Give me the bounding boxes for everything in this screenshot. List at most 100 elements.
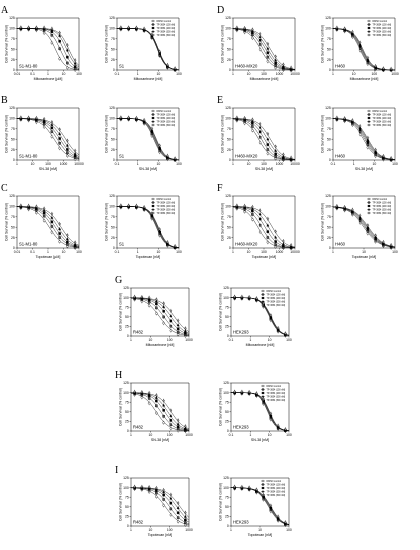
data-point xyxy=(58,240,61,243)
data-point xyxy=(258,135,262,139)
chart-panel-i1: I 0 25 50 75 100 125 1 10 100 1000 Topotecan [nM] Ce… xyxy=(115,465,193,537)
chart-panel-f1: F 0 25 50 75 100 125 1 10 100 1000 10000 Topotecan [… xyxy=(217,183,300,259)
legend-marker xyxy=(151,201,155,204)
y-tick-label: 100 xyxy=(123,486,129,490)
x-axis-title: SN-38 [nM] xyxy=(39,167,57,171)
chart-panel-c1: C 0 25 50 75 100 125 0.01 0.1 1 10 100 Topotecan [µM… xyxy=(1,183,82,259)
legend-label: DMSO control xyxy=(373,110,388,113)
series-5 xyxy=(232,203,296,248)
x-tick-label: 100 xyxy=(76,250,82,254)
cell-line-label: S1-M1-80 xyxy=(19,242,38,247)
y-tick-label: 50 xyxy=(111,47,115,51)
data-point xyxy=(50,123,54,126)
data-point xyxy=(366,136,370,140)
data-point xyxy=(27,204,30,208)
x-tick-label: 10 xyxy=(156,250,160,254)
data-point xyxy=(289,65,293,70)
y-tick-label: 0 xyxy=(113,68,115,72)
data-point xyxy=(19,115,23,120)
x-tick-label: 10 xyxy=(268,433,272,437)
data-point xyxy=(282,239,285,243)
y-tick-label: 50 xyxy=(327,225,331,229)
data-point xyxy=(274,61,277,65)
series-curve xyxy=(16,206,80,247)
x-tick-label: 10 xyxy=(62,250,66,254)
series-curve xyxy=(16,118,80,158)
series-5 xyxy=(332,115,396,161)
x-axis-title: Mitoxantrone [nM] xyxy=(134,77,163,81)
data-point xyxy=(155,495,158,499)
data-point xyxy=(73,240,77,245)
y-axis-title: Cell Survival (% control) xyxy=(119,293,123,331)
series-curve xyxy=(130,392,190,430)
y-tick-label: 100 xyxy=(325,117,331,121)
cell-line-label: S1 xyxy=(119,64,125,69)
data-point xyxy=(35,116,38,120)
data-point xyxy=(42,206,46,211)
y-tick-label: 75 xyxy=(11,127,15,131)
data-point xyxy=(58,132,62,135)
series-curve xyxy=(332,206,396,248)
y-axis-title: Cell Survival (% control) xyxy=(219,483,223,521)
data-point xyxy=(119,25,123,30)
data-point xyxy=(274,58,278,62)
y-tick-label: 125 xyxy=(225,16,231,20)
x-tick-label: 1000 xyxy=(276,162,284,166)
data-point xyxy=(50,126,54,130)
legend-label: TP-3654 (500 nM) xyxy=(373,125,392,127)
y-tick-label: 50 xyxy=(227,225,231,229)
y-tick-label: 100 xyxy=(9,205,15,209)
legend-label: TP-3654 (300 nM) xyxy=(373,209,392,211)
data-point xyxy=(162,409,165,412)
series-5 xyxy=(232,25,296,70)
x-tick-label: 0.1 xyxy=(115,162,120,166)
cell-line-label: H460 xyxy=(335,154,346,159)
data-point xyxy=(50,216,54,219)
y-tick-label: 100 xyxy=(225,205,231,209)
data-point xyxy=(133,295,136,299)
data-point xyxy=(176,516,180,519)
legend-label: TP-3654 (300 nM) xyxy=(373,121,392,123)
data-point xyxy=(183,514,187,518)
x-axis-title: Mitoxantrone [nM] xyxy=(146,343,175,347)
legend-label: DMSO control xyxy=(373,20,388,23)
data-point xyxy=(266,60,270,63)
legend-marker xyxy=(367,19,371,23)
legend-label: DMSO control xyxy=(267,385,282,388)
legend-label: DMSO control xyxy=(373,198,388,201)
data-point xyxy=(269,503,273,508)
data-point xyxy=(66,154,69,158)
series-curve xyxy=(130,487,190,524)
chart-panel-d2: 0 25 50 75 100 125 1 10 100 1000 Mitoxantrone [nM]… xyxy=(321,16,399,81)
data-point xyxy=(142,205,146,209)
data-point xyxy=(35,204,38,209)
data-point xyxy=(169,319,173,323)
x-tick-label: 10000 xyxy=(290,162,300,166)
y-tick-label: 75 xyxy=(227,37,231,41)
data-point xyxy=(66,151,69,155)
legend-marker xyxy=(367,109,371,113)
data-point xyxy=(176,323,180,327)
series-curve xyxy=(130,487,190,523)
data-point xyxy=(240,295,244,299)
x-tick-label: 10000 xyxy=(74,162,84,166)
data-point xyxy=(73,152,77,155)
legend-marker xyxy=(367,123,371,127)
data-point xyxy=(173,66,177,70)
legend-label: TP-3654 (100 nM) xyxy=(157,202,176,204)
series-curve xyxy=(232,206,296,249)
y-tick-label: 25 xyxy=(327,148,331,152)
data-point xyxy=(162,305,166,308)
data-point xyxy=(133,390,136,394)
data-point xyxy=(233,485,236,489)
x-tick-label: 1 xyxy=(130,528,132,532)
y-tick-label: 125 xyxy=(223,286,229,290)
data-point xyxy=(162,415,165,418)
data-point xyxy=(135,25,138,30)
y-tick-label: 125 xyxy=(223,381,229,385)
data-point xyxy=(158,227,161,231)
chart-panel-h1: H 0 25 50 75 100 125 1 10 100 1000 SN-38 [nM] Cell S… xyxy=(115,370,193,442)
data-point xyxy=(184,511,187,515)
series-curve xyxy=(130,297,190,332)
